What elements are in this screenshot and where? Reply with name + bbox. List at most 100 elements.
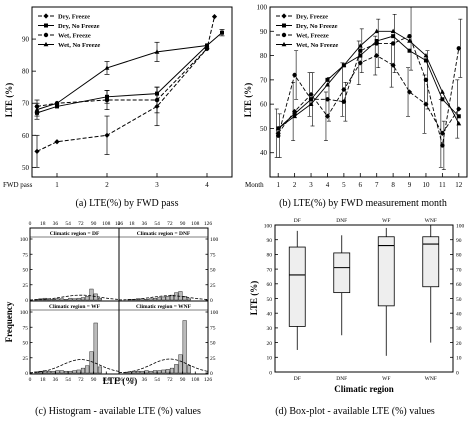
histogram-bar <box>186 298 191 301</box>
x-tick-label: 6 <box>359 181 363 189</box>
x-tick-label-top: 36 <box>53 221 59 227</box>
x-tick-label-bottom: DF <box>294 376 301 382</box>
y-tick-label-left: 100 <box>264 223 273 229</box>
y-tick-label-right: 100 <box>456 223 465 229</box>
series-line <box>277 35 460 129</box>
y-tick-label: 40 <box>260 149 268 157</box>
series-line <box>36 16 215 152</box>
y-tick-label-right: 25 <box>210 283 216 289</box>
y-tick-label-left: 75 <box>23 325 29 331</box>
histogram-bar <box>144 299 149 301</box>
y-tick-label-left: 90 <box>267 238 273 244</box>
panel-b-xlabel: Month <box>245 181 264 189</box>
x-tick-label-top: 72 <box>78 221 84 227</box>
y-tick-label-right: 80 <box>456 253 462 259</box>
x-tick-label-top: 108 <box>191 221 200 227</box>
x-tick-label-top: 54 <box>65 221 71 227</box>
y-tick-label-left: 75 <box>23 252 29 258</box>
legend-marker <box>281 41 287 47</box>
histogram-bar <box>148 298 153 301</box>
x-tick-label-bottom: 18 <box>129 377 135 383</box>
data-point <box>358 48 363 53</box>
panel-a-frame <box>31 6 233 178</box>
legend-marker <box>281 13 287 19</box>
panel-d-caption: (d) Box-plot - available LTE (%) values <box>275 406 435 417</box>
y-tick-label-right: 50 <box>210 268 216 274</box>
histogram-bar <box>165 369 170 374</box>
data-point <box>440 97 445 102</box>
legend-label: Dry, No Freeze <box>58 23 100 30</box>
x-tick-label-top: 18 <box>40 221 46 227</box>
x-tick-label-bottom: 72 <box>78 377 84 383</box>
x-tick-label-top: DF <box>294 218 301 224</box>
y-tick-label: 100 <box>257 4 268 12</box>
box <box>333 252 351 294</box>
data-point <box>104 132 110 138</box>
data-point <box>341 99 347 104</box>
x-tick-label: 1 <box>55 181 59 189</box>
legend-marker <box>281 32 287 38</box>
series-line <box>36 32 223 114</box>
y-tick-label-left: 0 <box>25 371 28 377</box>
histogram-bar <box>178 291 183 301</box>
data-point <box>204 46 210 51</box>
data-point <box>325 97 330 102</box>
y-tick-label-right: 0 <box>210 371 213 377</box>
x-tick-label-top: WF <box>382 218 390 224</box>
panel-b-caption: (b) LTE(%) by FWD measurement month <box>279 198 447 209</box>
subplot-title: Climatic region = DNF <box>137 231 191 237</box>
data-point <box>154 49 160 54</box>
histogram-bar <box>136 370 141 374</box>
histogram-bar <box>55 298 60 301</box>
panel-c-ylabel: Frequency <box>4 301 14 342</box>
x-tick-label-top: DNF <box>336 218 347 224</box>
data-point <box>374 39 379 43</box>
density-curve <box>118 358 209 374</box>
series-line <box>36 48 208 107</box>
data-point <box>341 86 347 93</box>
histogram-bar <box>169 294 174 301</box>
x-tick-label-bottom: 0 <box>29 377 32 383</box>
legend-marker <box>43 41 49 47</box>
y-tick-label: 60 <box>260 101 268 109</box>
x-tick-label: 11 <box>439 181 446 189</box>
y-tick-label-right: 50 <box>210 341 216 347</box>
y-tick-label-right: 100 <box>210 310 219 316</box>
y-tick-label: 80 <box>22 68 30 76</box>
x-tick-label: 3 <box>309 181 313 189</box>
x-tick-label-top: 54 <box>154 221 160 227</box>
data-point <box>456 46 461 51</box>
histogram-bar <box>182 296 187 301</box>
x-tick-label-bottom: 90 <box>180 377 186 383</box>
x-tick-label-bottom: 108 <box>191 377 200 383</box>
legend-label: Dry, Freeze <box>296 14 328 21</box>
panel-c: Climatic region = DF Climatic region = DN… <box>4 221 219 417</box>
data-point <box>423 52 429 58</box>
histogram-bar <box>165 296 170 301</box>
data-point <box>220 30 224 35</box>
x-tick-label: 2 <box>293 181 297 189</box>
histogram-bar <box>174 364 179 374</box>
y-tick-label-left: 25 <box>23 283 29 289</box>
x-tick-label-bottom: 36 <box>53 377 59 383</box>
x-tick-label: 10 <box>422 181 430 189</box>
density-curve <box>29 359 120 374</box>
histogram-bar <box>55 370 60 374</box>
x-tick-label-bottom: 90 <box>91 377 97 383</box>
legend-label: Wet, Freeze <box>296 33 329 40</box>
data-point <box>34 148 40 154</box>
x-tick-label: 5 <box>342 181 346 189</box>
x-tick-label: 4 <box>205 181 209 189</box>
histogram-bar <box>161 369 166 374</box>
data-point <box>391 34 396 39</box>
legend-label: Dry, Freeze <box>58 14 90 21</box>
data-point <box>104 97 110 103</box>
histogram-bar <box>68 370 73 374</box>
x-tick-label: 9 <box>408 181 412 189</box>
histogram-bar <box>157 370 162 374</box>
y-tick-label-right: 60 <box>456 282 462 288</box>
data-point <box>104 65 110 70</box>
panel-c-caption: (c) Histogram - available LTE (%) values <box>35 406 201 417</box>
panel-a-xlabel: FWD pass <box>3 181 33 189</box>
